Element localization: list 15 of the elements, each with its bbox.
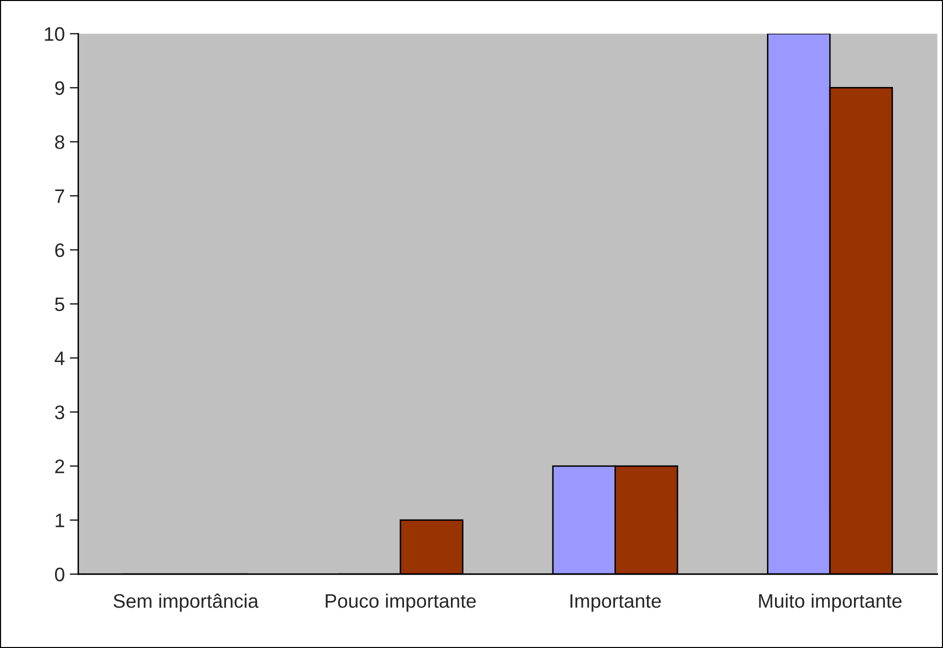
y-tick-label: 0 (55, 568, 64, 582)
x-tick-label: Sem importância (114, 594, 259, 612)
x-tick-label: Importante (570, 594, 661, 612)
y-tick-label: 3 (55, 405, 64, 420)
y-tick-label: 10 (44, 27, 64, 41)
y-tick-label: 2 (55, 460, 64, 474)
y-tick-label: 9 (55, 81, 64, 95)
y-tick-label: 4 (54, 352, 65, 365)
y-tick-label: 5 (55, 298, 64, 312)
x-tick-label: Pouco importante (326, 594, 476, 612)
y-tick-label: 7 (55, 189, 64, 203)
y-tick-label: 6 (55, 243, 64, 258)
y-tick-label: 8 (55, 135, 64, 150)
x-tick-label: Muito importante (759, 594, 902, 612)
y-tick-label: 1 (56, 514, 64, 528)
